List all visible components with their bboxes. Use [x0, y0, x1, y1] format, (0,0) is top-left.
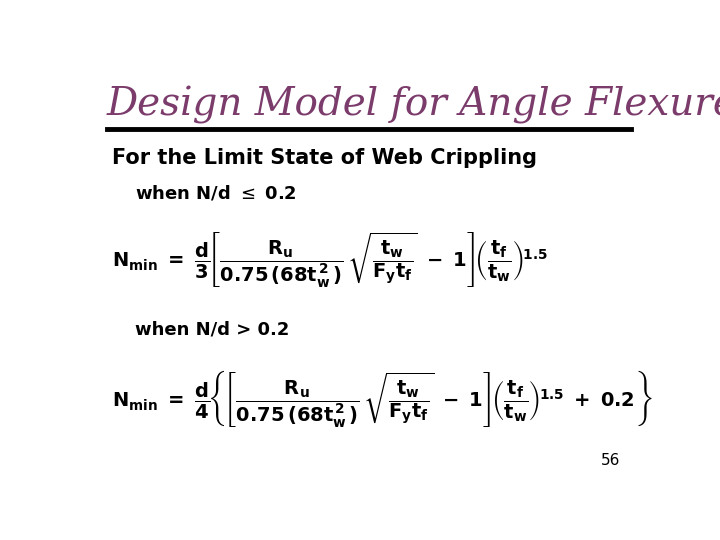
- Text: Design Model for Angle Flexure: Design Model for Angle Flexure: [107, 85, 720, 124]
- Text: when N/d $\leq$ 0.2: when N/d $\leq$ 0.2: [135, 183, 296, 202]
- Text: $\mathbf{N_{min}\ =\ \dfrac{d}{4}\!\left\{\!\left[\dfrac{R_u}{0.75\,(68t_w^{\,2}: $\mathbf{N_{min}\ =\ \dfrac{d}{4}\!\left…: [112, 368, 653, 429]
- Text: $\mathbf{N_{min}\ =\ \dfrac{d}{3}\!\left[\dfrac{R_u}{0.75\,(68t_w^{\,2}\,)}\,\sq: $\mathbf{N_{min}\ =\ \dfrac{d}{3}\!\left…: [112, 231, 548, 290]
- Text: For the Limit State of Web Crippling: For the Limit State of Web Crippling: [112, 148, 537, 168]
- Text: 56: 56: [600, 453, 620, 468]
- Text: when N/d > 0.2: when N/d > 0.2: [135, 321, 289, 339]
